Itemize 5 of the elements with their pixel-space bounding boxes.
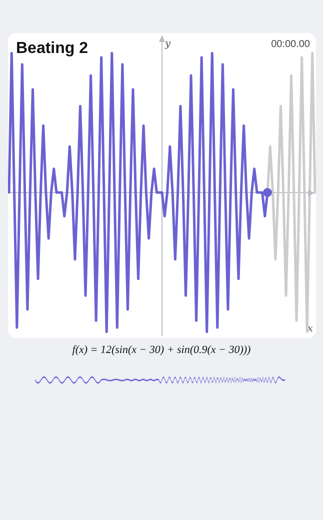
text: f(x) = 12(sin(x − 30) + sin(0.9(x − 30))) bbox=[71, 344, 252, 356]
x-axis-title: x bbox=[307, 324, 314, 335]
chart-title: Beating 2 bbox=[16, 40, 88, 58]
text: 00:00.00 bbox=[271, 39, 310, 50]
y-axis-title: y bbox=[164, 38, 171, 50]
